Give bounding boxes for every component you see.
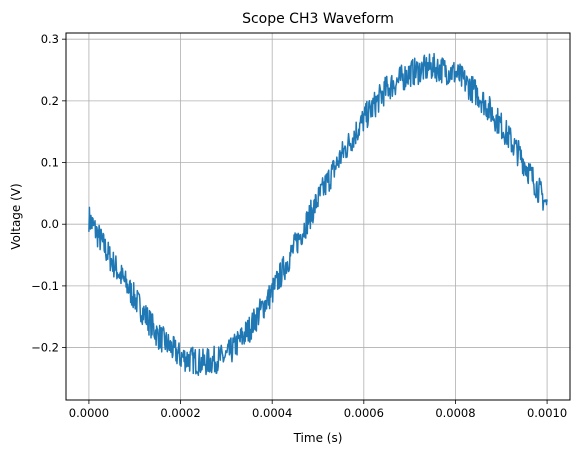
series-layer — [88, 52, 548, 376]
grid — [66, 33, 570, 400]
x-axis-ticks: 0.0000 0.0002 0.0004 0.0006 0.0008 0.0010 — [69, 400, 567, 420]
y-tick-label: 0.3 — [41, 32, 59, 46]
y-tick-label: −0.2 — [31, 341, 59, 355]
y-tick-label: −0.1 — [31, 279, 59, 293]
y-tick-label: 0.1 — [41, 156, 59, 170]
x-tick-label: 0.0000 — [69, 406, 109, 420]
x-tick-label: 0.0006 — [344, 406, 384, 420]
y-axis-title: Voltage (V) — [9, 183, 23, 249]
x-tick-label: 0.0010 — [527, 406, 567, 420]
y-axis-ticks: −0.2 −0.1 0.0 0.1 0.2 0.3 — [31, 32, 66, 355]
x-tick-label: 0.0008 — [435, 406, 475, 420]
chart-title: Scope CH3 Waveform — [242, 11, 394, 27]
series-line — [88, 52, 548, 376]
y-tick-label: 0.2 — [41, 94, 59, 108]
x-tick-label: 0.0004 — [252, 406, 292, 420]
plot-area-frame — [65, 32, 571, 401]
x-tick-label: 0.0002 — [160, 406, 200, 420]
x-axis-title: Time (s) — [293, 431, 343, 445]
y-tick-label: 0.0 — [41, 217, 59, 231]
